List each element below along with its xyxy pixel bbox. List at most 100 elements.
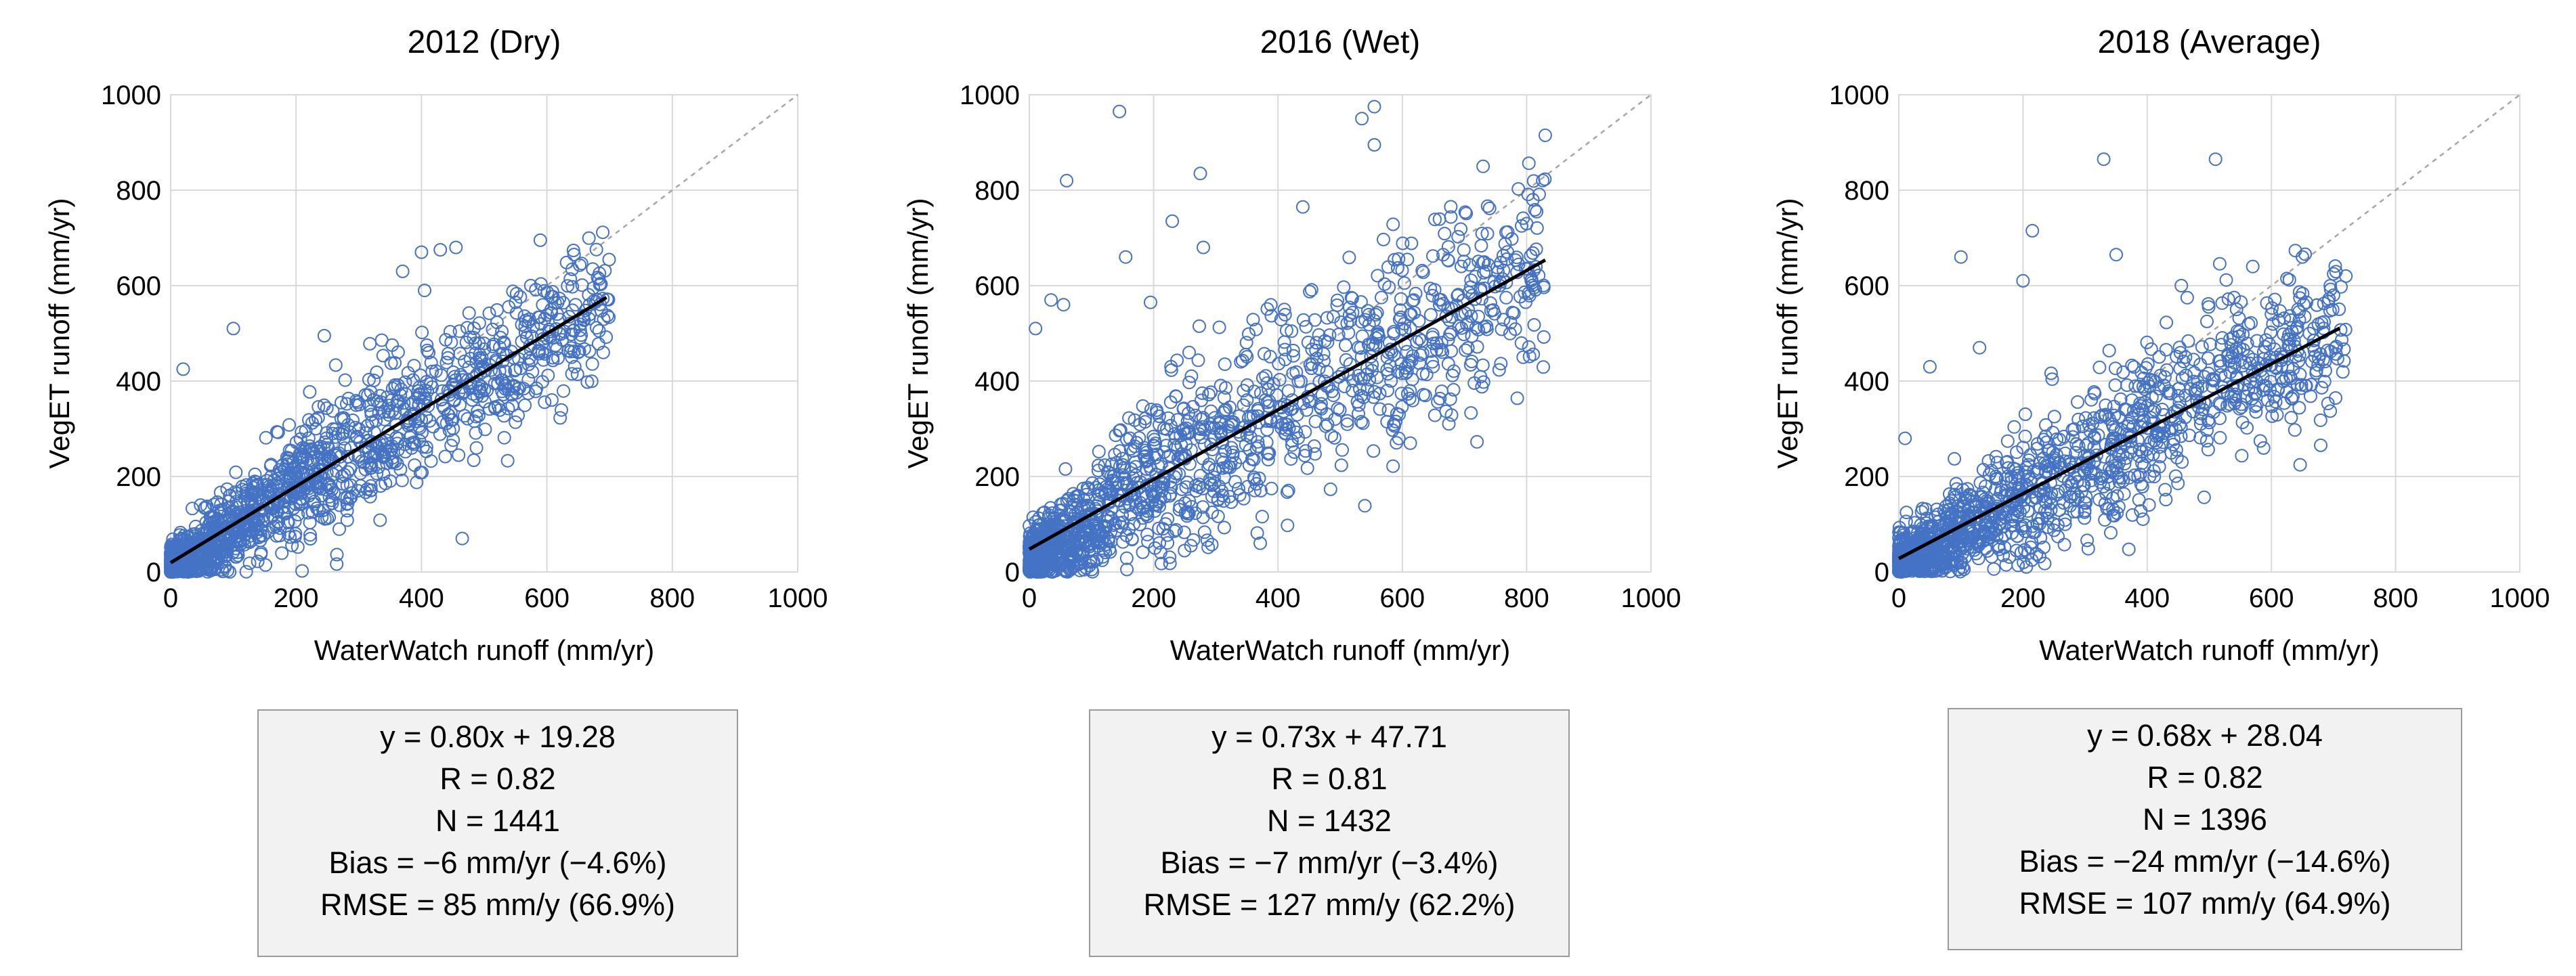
data-point [2170,349,2184,363]
data-point [1240,428,1254,443]
stat-line: y = 0.80x + 19.28 [380,719,616,754]
data-point [1949,476,1963,491]
data-point [1139,508,1153,522]
data-point [1463,280,1478,294]
data-point [1279,417,1293,431]
data-point [582,288,596,302]
stat-line: R = 0.82 [439,761,556,796]
data-point [2002,502,2017,516]
data-point [1242,327,1255,341]
stat-line: Bias = −6 mm/yr (−4.6%) [328,845,667,880]
data-point [404,397,418,412]
data-point [1149,437,1163,451]
data-point [1394,292,1408,306]
data-point [1036,564,1050,579]
data-point [571,345,585,359]
data-point [281,516,295,530]
data-point [2307,321,2321,336]
data-point [1962,487,1977,502]
data-point [395,473,409,487]
data-point [1367,444,1381,458]
data-point [2011,510,2025,524]
data-point [303,516,317,530]
data-point [335,395,348,409]
data-point [1026,531,1040,546]
y-tick-label: 400 [116,367,161,397]
data-point [2329,347,2343,361]
stat-line: y = 0.68x + 28.04 [2087,718,2323,753]
data-point [412,380,427,395]
data-point [2222,354,2236,368]
data-point [1373,402,1387,416]
plot-frame [1898,94,2520,573]
data-point [2106,502,2120,516]
data-point [2057,430,2071,443]
data-point [295,564,309,578]
panel-2018: 2018 (Average) 0 200 400 600 800 1000 0 200 400 60… [1717,0,2576,976]
data-point [1278,342,1292,357]
data-point [415,326,429,340]
data-point [1495,322,1509,336]
data-point [2276,374,2290,389]
data-point [302,413,316,427]
data-point [2067,422,2082,436]
y-tick-label: 800 [974,176,1020,206]
data-point [438,449,452,464]
data-point [1438,227,1452,241]
data-point [1419,368,1434,382]
data-point [1954,529,1969,543]
data-point [475,389,489,403]
data-point [338,373,352,387]
data-point [2312,351,2326,365]
data-point [2122,542,2136,556]
data-point [2336,365,2350,379]
data-point [565,280,580,294]
data-point [330,548,344,562]
data-point [1280,485,1294,500]
data-point [1202,458,1216,472]
data-point [291,508,305,522]
data-point [2092,360,2107,374]
data-point [1197,525,1211,539]
data-point [1339,338,1352,353]
data-point [305,478,320,492]
data-point [2044,491,2057,505]
data-point [433,243,448,257]
data-point [1998,540,2012,554]
data-point [566,244,580,257]
data-point [1496,248,1510,263]
data-point [1377,232,1390,246]
data-point [1441,240,1455,254]
data-point [2065,430,2080,444]
data-point [1023,557,1037,571]
data-point [1129,500,1143,514]
data-point [2025,535,2039,549]
data-point [525,365,540,379]
data-point [1216,489,1230,502]
data-point [1519,295,1532,309]
data-point [589,242,603,257]
data-point [2168,469,2183,483]
data-point [2203,337,2217,351]
data-point [2298,247,2313,261]
data-point [1285,324,1299,338]
data-point [2260,296,2274,310]
data-point [259,558,273,572]
data-point [1240,350,1254,364]
data-point [2313,413,2327,427]
data-point [2149,389,2163,403]
data-point [2167,432,2181,447]
data-point [1380,415,1394,429]
data-point [254,546,268,560]
data-point [1508,322,1522,336]
data-point [2246,259,2260,273]
data-point [337,411,351,425]
data-point [381,424,395,439]
data-point [1416,388,1430,402]
data-point [2125,358,2139,372]
data-point [1023,553,1037,567]
data-point [2000,455,2015,469]
data-point [1148,541,1162,555]
data-point [1202,388,1216,401]
data-point [596,225,610,240]
